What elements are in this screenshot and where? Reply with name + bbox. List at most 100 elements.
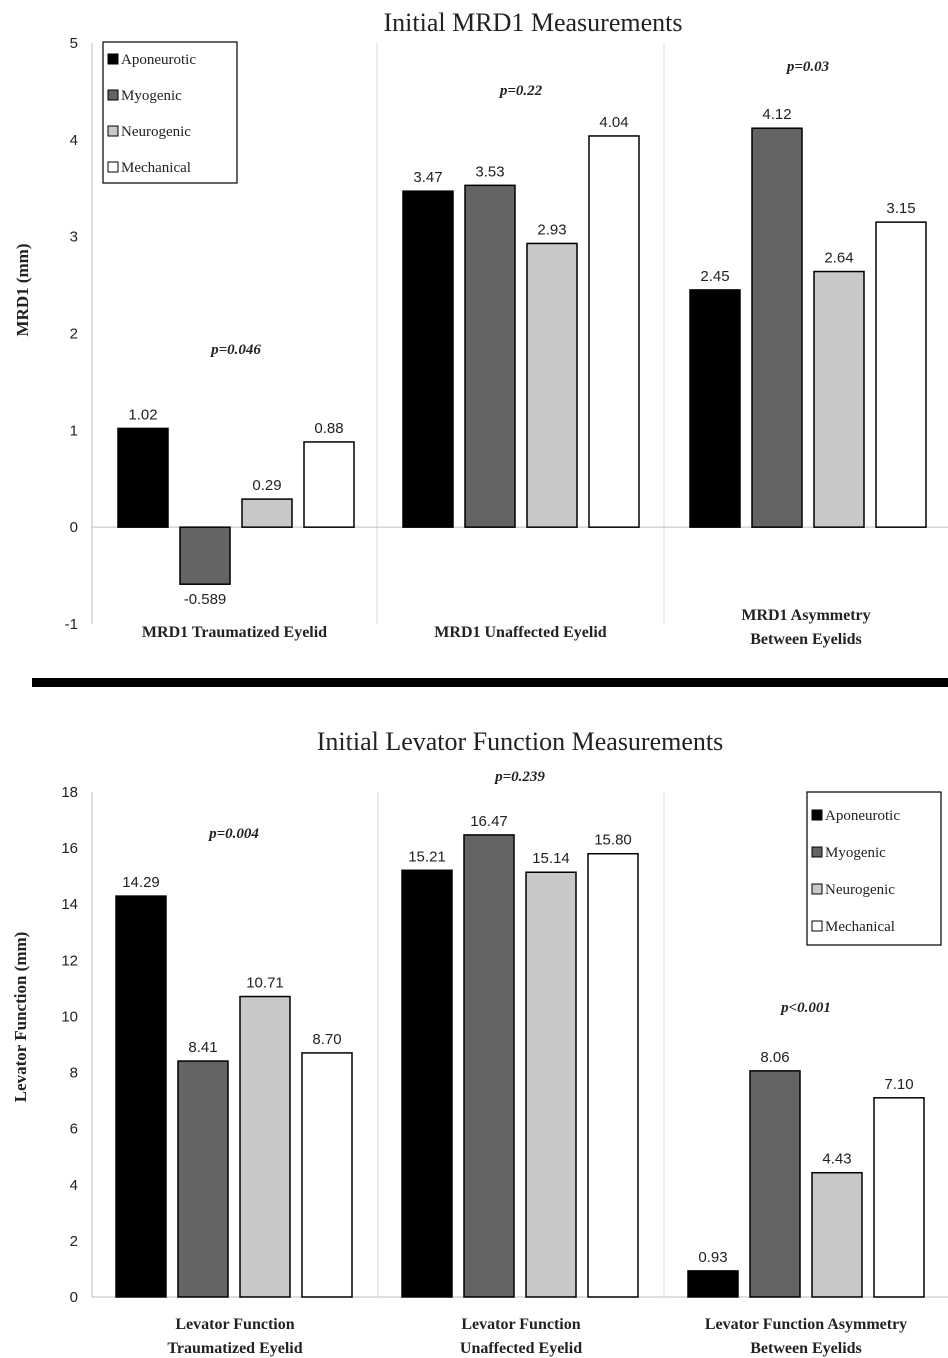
category-label: Between Eyelids	[750, 631, 862, 648]
legend-box	[806, 791, 942, 946]
chart-title: Initial MRD1 Measurements	[384, 8, 683, 37]
bar-mechanical	[873, 1097, 925, 1298]
category-label: Levator Function	[175, 1316, 294, 1333]
bar-mechanical	[303, 441, 355, 528]
data-label: 0.29	[252, 477, 281, 494]
category-label: MRD1 Unaffected Eyelid	[434, 624, 607, 641]
data-label: 2.45	[700, 268, 729, 285]
legend-label: Neurogenic	[121, 124, 191, 140]
y-tick-label: 2	[70, 326, 78, 343]
data-label: 3.53	[475, 163, 504, 180]
y-tick-label: 18	[61, 784, 78, 801]
bar-neurogenic	[525, 871, 577, 1298]
p-value-annotation: p=0.22	[498, 83, 543, 99]
category-label: Unaffected Eyelid	[460, 1340, 582, 1357]
y-tick-label: 2	[70, 1233, 78, 1250]
data-label: 2.64	[824, 250, 853, 267]
data-label: 16.47	[470, 813, 508, 830]
y-tick-label: 14	[61, 896, 78, 913]
data-label: 8.70	[312, 1031, 341, 1048]
bar-aponeurotic	[687, 1270, 739, 1298]
y-tick-label: 0	[70, 519, 78, 536]
section-divider	[32, 678, 948, 687]
bar-myogenic	[463, 834, 515, 1298]
category-label: Traumatized Eyelid	[167, 1340, 302, 1357]
data-label: 14.29	[122, 874, 160, 891]
category-label: Between Eyelids	[750, 1340, 862, 1357]
bar-myogenic	[179, 526, 231, 585]
legend-swatch-myogenic	[811, 846, 823, 858]
y-tick-label: 8	[70, 1065, 78, 1082]
bar-aponeurotic	[115, 895, 167, 1298]
y-tick-label: 10	[61, 1008, 78, 1025]
bar-neurogenic	[241, 498, 293, 528]
data-label: 15.21	[408, 848, 446, 865]
data-label: 3.15	[886, 200, 915, 217]
data-label: -0.589	[184, 591, 227, 608]
data-label: 2.93	[537, 221, 566, 238]
p-value-annotation: p=0.03	[785, 59, 830, 75]
legend-swatch-mechanical	[811, 920, 823, 932]
y-tick-label: 6	[70, 1121, 78, 1138]
category-label: Levator Function	[461, 1316, 580, 1333]
bar-aponeurotic	[117, 427, 169, 528]
bar-aponeurotic	[401, 869, 453, 1298]
y-tick-label: 4	[70, 1177, 78, 1194]
y-tick-label: 0	[70, 1289, 78, 1306]
p-value-annotation: p=0.239	[493, 769, 545, 785]
bar-myogenic	[749, 1070, 801, 1298]
bar-aponeurotic	[689, 289, 741, 528]
legend-swatch-myogenic	[107, 89, 119, 101]
bar-mechanical	[875, 221, 927, 528]
bar-myogenic	[177, 1060, 229, 1298]
data-label: 0.88	[314, 420, 343, 437]
y-tick-label: 4	[70, 132, 78, 149]
bar-myogenic	[464, 184, 516, 528]
y-axis-label: MRD1 (mm)	[13, 244, 32, 337]
bar-mechanical	[588, 135, 640, 528]
p-value-annotation: p=0.046	[209, 342, 261, 358]
data-label: 4.12	[762, 106, 791, 123]
legend-swatch-aponeurotic	[811, 809, 823, 821]
bar-neurogenic	[811, 1171, 863, 1298]
mrd1-chart: Initial MRD1 Measurements -1 0 1 2 3 4 5 MRD1 (…	[13, 8, 948, 648]
legend-label: Myogenic	[825, 845, 886, 861]
data-label: 8.06	[760, 1049, 789, 1066]
legend-label: Neurogenic	[825, 882, 895, 898]
legend-swatch-aponeurotic	[107, 53, 119, 65]
bar-myogenic	[751, 127, 803, 528]
y-axis-label: Levator Function (mm)	[11, 932, 30, 1103]
y-tick-label: 3	[70, 229, 78, 246]
category-label: MRD1 Asymmetry	[741, 607, 870, 624]
bar-neurogenic	[239, 995, 291, 1298]
legend-box	[102, 41, 238, 184]
y-tick-label: 1	[70, 422, 78, 439]
y-tick-label: -1	[65, 616, 78, 633]
data-label: 1.02	[128, 406, 157, 423]
legend-label: Aponeurotic	[825, 808, 900, 824]
category-label: MRD1 Traumatized Eyelid	[142, 624, 327, 641]
data-label: 4.04	[599, 114, 628, 131]
p-value-annotation: p<0.001	[779, 1000, 831, 1016]
bar-mechanical	[301, 1052, 353, 1298]
bar-neurogenic	[813, 270, 865, 528]
levator-function-chart: Initial Levator Function Measurements 0 2…	[11, 727, 948, 1357]
legend-label: Myogenic	[121, 88, 182, 104]
legend-label: Mechanical	[825, 919, 895, 935]
legend-label: Mechanical	[121, 160, 191, 176]
legend-swatch-neurogenic	[107, 125, 119, 137]
p-value-annotation: p=0.004	[207, 826, 259, 842]
data-label: 0.93	[698, 1249, 727, 1266]
data-label: 8.41	[188, 1039, 217, 1056]
y-tick-label: 16	[61, 840, 78, 857]
legend-swatch-mechanical	[107, 161, 119, 173]
y-tick-label: 12	[61, 952, 78, 969]
legend-swatch-neurogenic	[811, 883, 823, 895]
y-tick-label: 5	[70, 35, 78, 52]
bar-mechanical	[587, 852, 639, 1298]
data-label: 3.47	[413, 169, 442, 186]
data-label: 15.14	[532, 850, 570, 867]
bar-aponeurotic	[402, 190, 454, 528]
legend-label: Aponeurotic	[121, 52, 196, 68]
